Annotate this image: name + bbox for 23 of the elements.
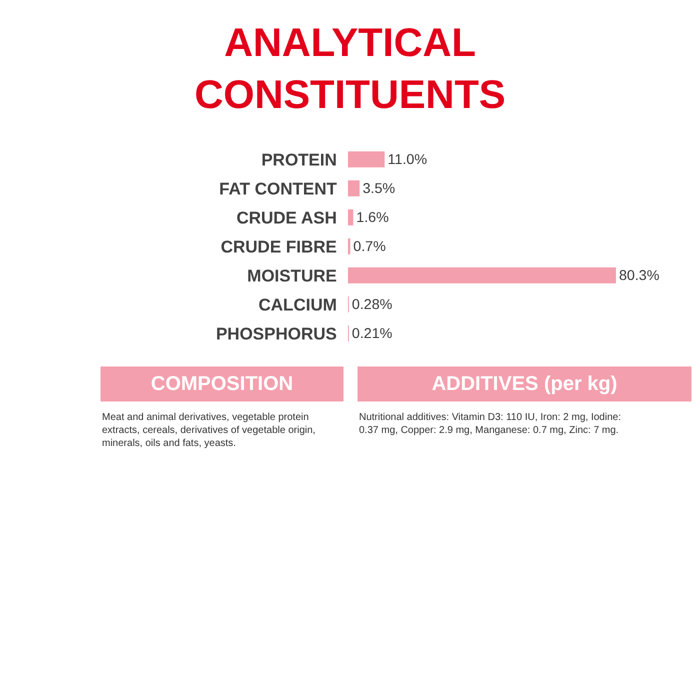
- data-label: 0.21%: [352, 326, 393, 342]
- text: ADDITIVES (per kg): [432, 373, 618, 395]
- y-tick-label: PROTEIN: [261, 150, 337, 170]
- text: Meat and animal derivatives, vegetable protein extracts, cereals, derivatives of vegetable origin, minerals, oils and fats, yeasts.: [102, 412, 316, 449]
- data-label: 0.7%: [353, 239, 386, 256]
- bar: [348, 267, 616, 284]
- data-label: 11.0%: [388, 152, 428, 168]
- data-label: 80.3%: [618, 268, 660, 284]
- bar: [348, 209, 354, 226]
- chart-title: ANALYTICAL CONSTITUENTS: [194, 21, 506, 117]
- y-tick-label: PHOSPHORUS: [216, 324, 337, 344]
- text: COMPOSITION: [150, 373, 294, 395]
- y-tick-label: MOISTURE: [247, 266, 337, 286]
- y-tick-label: CRUDE FIBRE: [220, 237, 337, 256]
- y-tick-label: FAT CONTENT: [219, 179, 338, 198]
- data-label: 3.5%: [362, 181, 396, 198]
- text: Nutritional additives: Vitamin D3: 110 IU, Iron: 2 mg, Iodine: 0.37 mg, Copper: 2.9 mg, Manganese: 0.7 mg, Zinc: 7 mg.: [359, 412, 621, 436]
- y-tick-label: CRUDE ASH: [236, 208, 337, 228]
- data-label: 0.28%: [352, 297, 393, 314]
- y-tick-label: CALCIUM: [258, 295, 337, 314]
- data-label: 1.6%: [356, 210, 390, 226]
- bar: [348, 180, 360, 196]
- bar: [348, 151, 385, 168]
